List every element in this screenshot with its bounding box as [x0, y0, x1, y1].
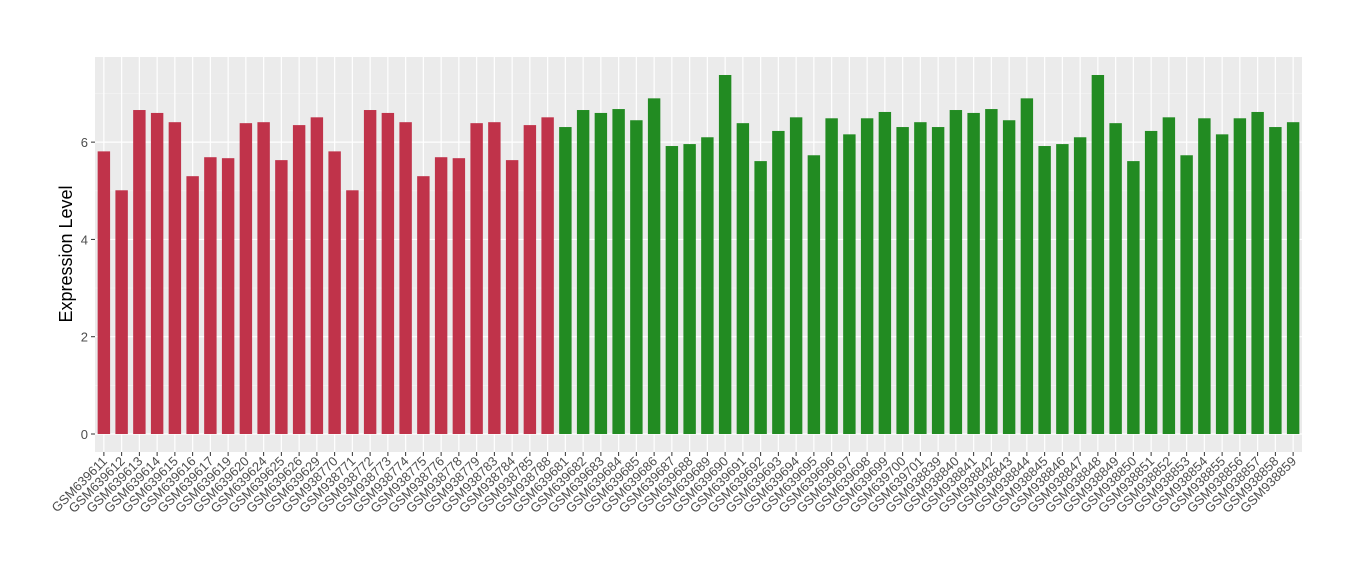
bar [434, 157, 448, 435]
bar [985, 109, 998, 435]
bar [452, 158, 466, 435]
bar [576, 110, 590, 435]
bar [1162, 117, 1176, 435]
y-tick-label: 6 [81, 135, 88, 150]
bar [417, 176, 430, 435]
bar [257, 122, 270, 435]
bar [914, 122, 927, 435]
bar [825, 118, 838, 435]
bar [204, 157, 217, 435]
bar [1251, 111, 1264, 435]
bar [718, 74, 732, 435]
bar [470, 123, 483, 435]
bar [665, 146, 679, 435]
bar [275, 160, 288, 435]
bar [328, 151, 341, 435]
bar [1056, 144, 1069, 435]
bar [541, 117, 554, 435]
bar [1269, 127, 1282, 435]
bar [789, 117, 803, 435]
bar [346, 190, 359, 435]
bar [1073, 137, 1087, 435]
bar [612, 109, 625, 435]
y-tick-label: 2 [81, 330, 88, 345]
bar [1144, 130, 1158, 435]
bar [239, 123, 253, 435]
y-tick-label: 4 [81, 232, 88, 247]
bar [860, 118, 874, 435]
bar [1127, 161, 1140, 435]
bar [363, 110, 377, 435]
y-axis-title: Expression Level [56, 185, 76, 322]
bar [559, 127, 572, 435]
bar [630, 120, 643, 435]
y-tick-label: 0 [81, 427, 88, 442]
bar [701, 137, 714, 435]
bar [754, 161, 767, 435]
bar [133, 110, 146, 435]
bar [115, 190, 128, 435]
bar [896, 127, 909, 435]
bar [736, 123, 750, 435]
bar [1020, 98, 1034, 435]
bar [505, 160, 519, 435]
bar [1180, 155, 1193, 435]
bar [683, 144, 696, 435]
bar [523, 125, 537, 435]
bar [399, 122, 412, 435]
bar [310, 117, 324, 435]
bar [1038, 146, 1051, 435]
bar [647, 98, 661, 435]
bar [221, 158, 235, 435]
bar [186, 176, 199, 435]
bar [843, 134, 856, 435]
bar [1109, 123, 1122, 435]
bar [949, 110, 963, 435]
bar [150, 112, 164, 435]
bar [772, 130, 785, 435]
bar [292, 125, 306, 435]
bar [1091, 74, 1105, 435]
bar [97, 151, 111, 435]
bar [168, 122, 182, 435]
bar [1002, 120, 1016, 435]
bar [878, 111, 892, 435]
bar [1215, 134, 1229, 435]
bar [807, 155, 821, 435]
bar [381, 112, 395, 435]
bar [1286, 122, 1300, 435]
bar [1198, 118, 1211, 435]
bar [931, 127, 945, 435]
bar [488, 122, 501, 435]
bar [967, 112, 980, 435]
bar [594, 112, 608, 435]
bar [1233, 118, 1247, 435]
